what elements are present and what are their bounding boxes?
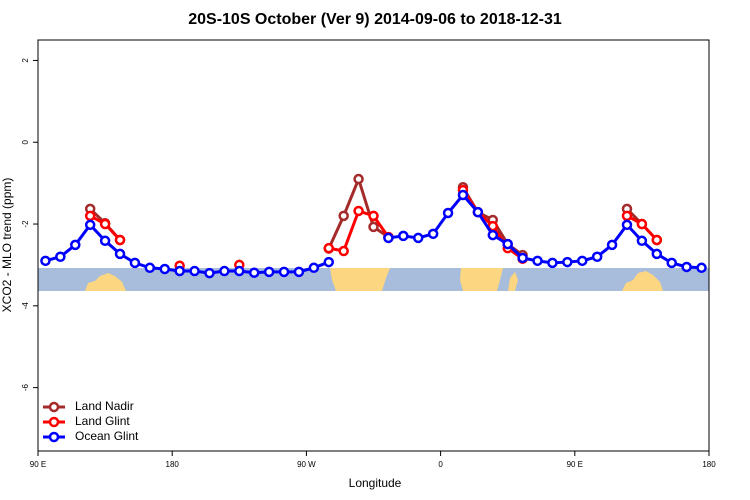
data-point xyxy=(472,206,484,218)
data-point xyxy=(174,265,185,277)
land-mask-strip xyxy=(38,268,709,291)
data-point xyxy=(353,173,364,185)
data-point xyxy=(636,218,648,230)
land-shape xyxy=(85,273,126,291)
x-tick-label: 0 xyxy=(438,460,443,469)
legend-label: Land Glint xyxy=(75,414,130,428)
data-point xyxy=(666,257,677,269)
data-point xyxy=(144,262,156,274)
data-point xyxy=(621,210,633,222)
data-point xyxy=(308,262,320,274)
data-point xyxy=(398,230,409,242)
data-point xyxy=(427,228,439,240)
data-point xyxy=(412,232,424,244)
data-point xyxy=(234,265,245,277)
land-shape xyxy=(622,271,663,291)
data-point xyxy=(547,257,558,269)
data-point xyxy=(383,232,394,244)
data-point xyxy=(606,239,618,251)
data-point xyxy=(681,261,692,273)
data-point xyxy=(591,251,603,262)
y-tick-label: -2 xyxy=(21,220,30,228)
data-point xyxy=(204,267,215,279)
data-point xyxy=(40,255,51,267)
x-tick-label: 90 E xyxy=(30,460,46,469)
y-tick-label: 2 xyxy=(21,58,30,63)
data-point xyxy=(651,248,663,260)
x-tick-label: 90 E xyxy=(567,460,583,469)
data-point xyxy=(189,265,200,277)
data-point xyxy=(368,210,379,222)
plot-frame xyxy=(37,39,710,452)
data-point xyxy=(114,234,126,246)
data-point xyxy=(248,267,260,278)
legend-marker xyxy=(48,401,60,413)
land-shape xyxy=(460,268,503,291)
data-point xyxy=(338,210,349,222)
data-point xyxy=(338,245,349,257)
data-point xyxy=(323,256,335,268)
data-point xyxy=(293,266,305,278)
y-tick-label: -4 xyxy=(21,302,30,310)
legend-marker xyxy=(48,416,60,428)
chart-title: 20S-10S October (Ver 9) 2014-09-06 to 20… xyxy=(188,11,562,28)
x-axis-label: Longitude xyxy=(349,476,402,490)
y-axis-label: XCO2 - MLO trend (ppm) xyxy=(0,178,14,313)
data-point xyxy=(219,265,230,277)
data-point xyxy=(517,252,528,264)
data-point xyxy=(353,205,364,217)
x-tick-label: 180 xyxy=(166,460,180,469)
land-shape xyxy=(330,268,390,291)
data-point xyxy=(457,189,469,201)
data-point xyxy=(502,238,513,250)
data-point xyxy=(636,235,648,247)
data-point xyxy=(99,218,111,230)
data-point xyxy=(159,263,170,275)
legend-label: Ocean Glint xyxy=(75,429,139,443)
data-point xyxy=(651,234,663,246)
x-tick-label: 90 W xyxy=(297,460,316,469)
data-point xyxy=(323,242,335,254)
data-point xyxy=(263,266,275,278)
y-tick-label: 0 xyxy=(21,139,30,144)
data-point xyxy=(55,251,66,262)
data-point xyxy=(114,248,126,260)
data-point xyxy=(532,255,543,267)
data-point xyxy=(278,266,290,278)
data-point xyxy=(99,235,111,247)
data-point xyxy=(621,219,633,231)
data-point xyxy=(70,239,81,251)
data-point xyxy=(562,256,573,268)
data-point xyxy=(84,219,96,231)
data-point xyxy=(696,262,707,274)
data-point xyxy=(129,257,141,269)
land-shape xyxy=(508,272,518,291)
y-tick-label: -6 xyxy=(21,384,30,392)
data-point xyxy=(577,255,588,267)
series-line xyxy=(45,222,330,275)
series-line xyxy=(388,192,702,270)
data-point xyxy=(442,207,454,219)
x-tick-label: 180 xyxy=(702,460,716,469)
data-point xyxy=(368,221,379,233)
legend-marker xyxy=(48,431,60,443)
data-point xyxy=(487,229,499,241)
data-point xyxy=(84,210,96,222)
legend-label: Land Nadir xyxy=(75,399,134,413)
